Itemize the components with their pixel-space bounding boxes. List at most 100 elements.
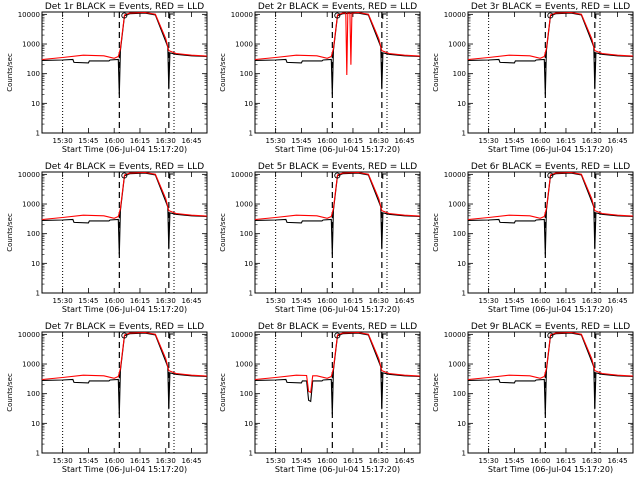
y-tick-label: 100 — [27, 70, 40, 78]
y-tick-label: 1 — [249, 290, 253, 298]
x-tick-label: 15:30 — [266, 137, 286, 145]
corner-marker — [595, 13, 601, 19]
y-tick-label: 1000 — [22, 41, 40, 49]
y-axis-label: Counts/sec — [6, 373, 14, 412]
series-line — [41, 11, 208, 61]
axes-frame — [41, 11, 208, 134]
y-tick-label: 1000 — [448, 41, 466, 49]
circle-marker — [547, 172, 554, 179]
x-tick-label: 16:45 — [394, 137, 414, 145]
series-line — [254, 331, 421, 394]
y-axis-label: Counts/sec — [432, 213, 440, 252]
x-tick-label: 16:00 — [317, 457, 337, 465]
y-tick-label: 1 — [249, 450, 253, 458]
y-tick-label: 100 — [240, 70, 253, 78]
y-axis-label: Counts/sec — [6, 53, 14, 92]
x-tick-label: 16:30 — [582, 137, 602, 145]
series-line — [254, 171, 421, 221]
x-tick-label: 16:00 — [104, 137, 124, 145]
chart-svg: Det 9r BLACK = Events, RED = LLD 1 10 100 10… — [432, 322, 634, 474]
x-tick-label: 16:00 — [530, 137, 550, 145]
y-tick-label: 10000 — [231, 11, 253, 19]
y-axis-label: Counts/sec — [432, 373, 440, 412]
y-tick-label: 10000 — [18, 331, 40, 339]
axes-frame — [254, 171, 421, 294]
y-axis-label: Counts/sec — [219, 213, 227, 252]
chart-title: Det 3r BLACK = Events, RED = LLD — [471, 2, 630, 12]
x-axis-label: Start Time (06-Jul-04 15:17:20) — [62, 305, 187, 314]
y-tick-label: 10000 — [18, 171, 40, 179]
circle-marker — [547, 12, 554, 19]
y-tick-label: 100 — [453, 390, 466, 398]
chart-svg: Det 6r BLACK = Events, RED = LLD 1 10 100 10… — [432, 162, 634, 314]
x-axis-label: Start Time (06-Jul-04 15:17:20) — [275, 145, 400, 154]
x-tick-label: 16:45 — [394, 297, 414, 305]
x-tick-label: 15:45 — [504, 457, 524, 465]
x-axis-label: Start Time (06-Jul-04 15:17:20) — [275, 305, 400, 314]
x-tick-label: 15:30 — [479, 137, 499, 145]
series-line — [467, 11, 634, 61]
chart-title: Det 1r BLACK = Events, RED = LLD — [45, 2, 204, 12]
x-tick-label: 16:00 — [530, 457, 550, 465]
x-tick-label: 16:15 — [343, 137, 363, 145]
x-tick-label: 15:45 — [291, 457, 311, 465]
axes-frame — [254, 11, 421, 134]
y-tick-label: 1 — [462, 130, 466, 138]
axes-frame — [41, 171, 208, 294]
y-tick-label: 100 — [453, 230, 466, 238]
x-tick-label: 16:30 — [369, 297, 389, 305]
chart-title: Det 6r BLACK = Events, RED = LLD — [471, 162, 630, 172]
chart-svg: Det 8r BLACK = Events, RED = LLD 1 10 100 10… — [219, 322, 421, 474]
y-tick-label: 10000 — [231, 331, 253, 339]
y-tick-label: 10 — [244, 260, 253, 268]
y-tick-label: 10000 — [444, 331, 466, 339]
y-tick-label: 10 — [31, 100, 40, 108]
series-line — [41, 331, 208, 381]
chart-panel: Det 6r BLACK = Events, RED = LLD 1 10 100 10… — [426, 160, 639, 320]
y-axis-label: Counts/sec — [6, 213, 14, 252]
chart-title: Det 9r BLACK = Events, RED = LLD — [471, 322, 630, 332]
x-tick-label: 16:15 — [556, 457, 576, 465]
y-axis-label: Counts/sec — [432, 53, 440, 92]
x-tick-label: 16:30 — [369, 457, 389, 465]
x-tick-label: 16:30 — [369, 137, 389, 145]
corner-marker — [169, 173, 175, 179]
axes-frame — [467, 331, 634, 454]
chart-panel: Det 8r BLACK = Events, RED = LLD 1 10 100 10… — [213, 320, 426, 480]
x-axis-label: Start Time (06-Jul-04 15:17:20) — [62, 465, 187, 474]
x-axis-label: Start Time (06-Jul-04 15:17:20) — [488, 305, 613, 314]
chart-title: Det 5r BLACK = Events, RED = LLD — [258, 162, 417, 172]
corner-marker — [169, 333, 175, 339]
x-tick-label: 15:45 — [291, 137, 311, 145]
x-axis-label: Start Time (06-Jul-04 15:17:20) — [488, 145, 613, 154]
x-tick-label: 16:00 — [104, 297, 124, 305]
series-line — [254, 332, 421, 415]
y-tick-label: 10 — [457, 420, 466, 428]
x-tick-label: 15:30 — [266, 297, 286, 305]
y-tick-label: 100 — [27, 390, 40, 398]
circle-marker — [334, 332, 341, 339]
x-tick-label: 16:45 — [394, 457, 414, 465]
chart-svg: Det 4r BLACK = Events, RED = LLD 1 10 100 10… — [6, 162, 208, 314]
y-tick-label: 1 — [462, 290, 466, 298]
y-tick-label: 10 — [457, 260, 466, 268]
y-tick-label: 100 — [453, 70, 466, 78]
x-tick-label: 16:30 — [582, 457, 602, 465]
y-tick-label: 1 — [36, 450, 40, 458]
x-tick-label: 15:45 — [504, 137, 524, 145]
chart-panel: Det 1r BLACK = Events, RED = LLD 1 10 100 10… — [0, 0, 213, 160]
x-tick-label: 16:30 — [582, 297, 602, 305]
chart-svg: Det 1r BLACK = Events, RED = LLD 1 10 100 10… — [6, 2, 208, 154]
y-tick-label: 10000 — [231, 171, 253, 179]
y-tick-label: 10 — [457, 100, 466, 108]
circle-marker — [334, 12, 341, 19]
x-tick-label: 16:15 — [343, 297, 363, 305]
chart-panel: Det 7r BLACK = Events, RED = LLD 1 10 100 10… — [0, 320, 213, 480]
corner-marker — [595, 333, 601, 339]
x-tick-label: 16:30 — [156, 297, 176, 305]
x-tick-label: 16:30 — [156, 137, 176, 145]
corner-marker — [382, 173, 388, 179]
y-tick-label: 1000 — [235, 201, 253, 209]
x-tick-label: 16:00 — [530, 297, 550, 305]
